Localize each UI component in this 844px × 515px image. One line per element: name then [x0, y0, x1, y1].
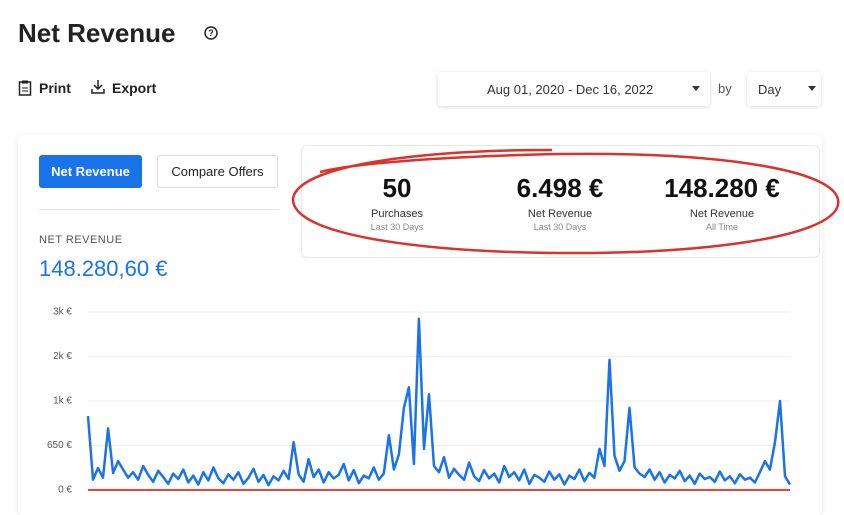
page: Net Revenue ? Print Export Aug 01, 2020 … — [18, 18, 840, 496]
interval: Day — [758, 81, 782, 97]
divider — [39, 209, 279, 210]
y-tick-label: 2k € — [53, 351, 72, 362]
help-icon[interactable]: ? — [203, 25, 219, 41]
y-tick-label: 650 € — [47, 440, 72, 451]
page-title: Net Revenue — [18, 18, 176, 48]
tab-active[interactable]: Net Revenue — [39, 155, 142, 188]
date-range-select[interactable]: Aug 01, 2020 - Dec 16, 2022 — [438, 72, 710, 106]
metric-value: 148.280,60 € — [39, 256, 168, 281]
print-button[interactable]: Print — [39, 80, 71, 96]
y-tick-label: 1k € — [53, 396, 72, 407]
caret — [692, 86, 700, 91]
print-icon[interactable] — [18, 80, 32, 96]
by-label: by — [718, 81, 732, 96]
caret — [808, 86, 816, 91]
line — [86, 317, 792, 487]
interval-select[interactable]: Day — [747, 72, 821, 106]
tab[interactable]: Compare Offers — [157, 155, 278, 188]
date-range: Aug 01, 2020 - Dec 16, 2022 — [487, 81, 654, 97]
export-icon[interactable] — [90, 79, 106, 95]
y-tick-label: 3k € — [53, 307, 72, 318]
y-tick-label: 0 € — [58, 485, 72, 496]
svg-text:?: ? — [208, 28, 214, 38]
metric-label: NET REVENUE — [39, 234, 123, 246]
chart: 0 € 650 € 1k € 2k € 3k € — [47, 307, 792, 496]
export-button[interactable]: Export — [112, 80, 157, 96]
